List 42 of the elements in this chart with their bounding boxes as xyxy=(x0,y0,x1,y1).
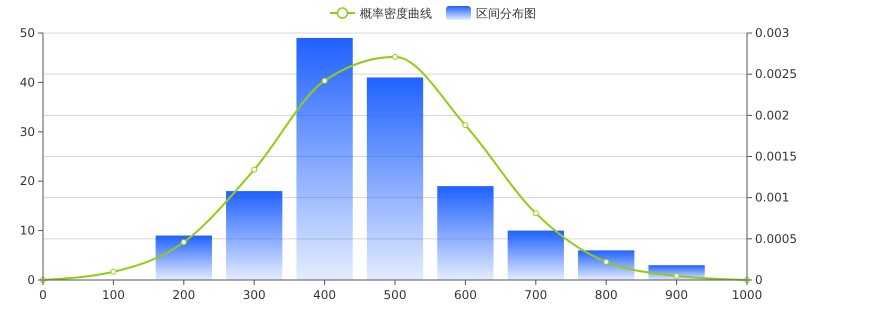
point xyxy=(180,239,187,246)
point xyxy=(322,78,328,84)
y2-tick-label: 0 xyxy=(755,273,763,287)
bar xyxy=(156,236,212,280)
legend-label: 概率密度曲线 xyxy=(360,6,432,20)
y-tick-label: 40 xyxy=(20,75,35,90)
x-tick-label: 900 xyxy=(665,288,688,302)
point xyxy=(462,122,468,128)
x-tick-label: 300 xyxy=(242,288,266,302)
y2-tick-label: 0.0015 xyxy=(755,150,797,164)
legend-label: 区间分布图 xyxy=(476,6,536,20)
point xyxy=(251,166,258,173)
y2-tick-label: 0.002 xyxy=(755,108,790,122)
point xyxy=(674,272,680,279)
x-tick-label: 500 xyxy=(384,288,406,302)
x-tick-label: 0 xyxy=(39,288,47,302)
bar xyxy=(226,191,282,280)
y2-tick-label: 0.003 xyxy=(755,26,790,40)
point xyxy=(392,54,398,60)
bar xyxy=(437,186,494,280)
x-tick-label: 1000 xyxy=(732,288,762,302)
x-tick-label: 100 xyxy=(102,288,125,302)
x-tick-label: 400 xyxy=(313,288,336,302)
y-tick-label: 30 xyxy=(20,124,35,139)
x-tick-label: 600 xyxy=(454,288,477,302)
y-tick-label: 0 xyxy=(27,273,35,287)
bar xyxy=(296,38,353,280)
y2-tick-label: 0.0025 xyxy=(755,67,797,82)
y2-tick-label: 0.0005 xyxy=(755,232,797,246)
y-tick-label: 50 xyxy=(20,26,35,40)
x-tick-label: 200 xyxy=(172,288,196,302)
x-tick-label: 800 xyxy=(594,288,618,302)
y-tick-label: 20 xyxy=(20,174,35,188)
y2-tick-label: 0.001 xyxy=(755,190,790,205)
bar xyxy=(508,230,564,280)
point xyxy=(532,210,539,216)
bar xyxy=(578,250,634,280)
point xyxy=(603,258,610,265)
bar xyxy=(366,77,424,280)
x-tick-label: 700 xyxy=(524,288,548,302)
y-tick-label: 10 xyxy=(20,224,35,238)
point xyxy=(110,268,116,275)
